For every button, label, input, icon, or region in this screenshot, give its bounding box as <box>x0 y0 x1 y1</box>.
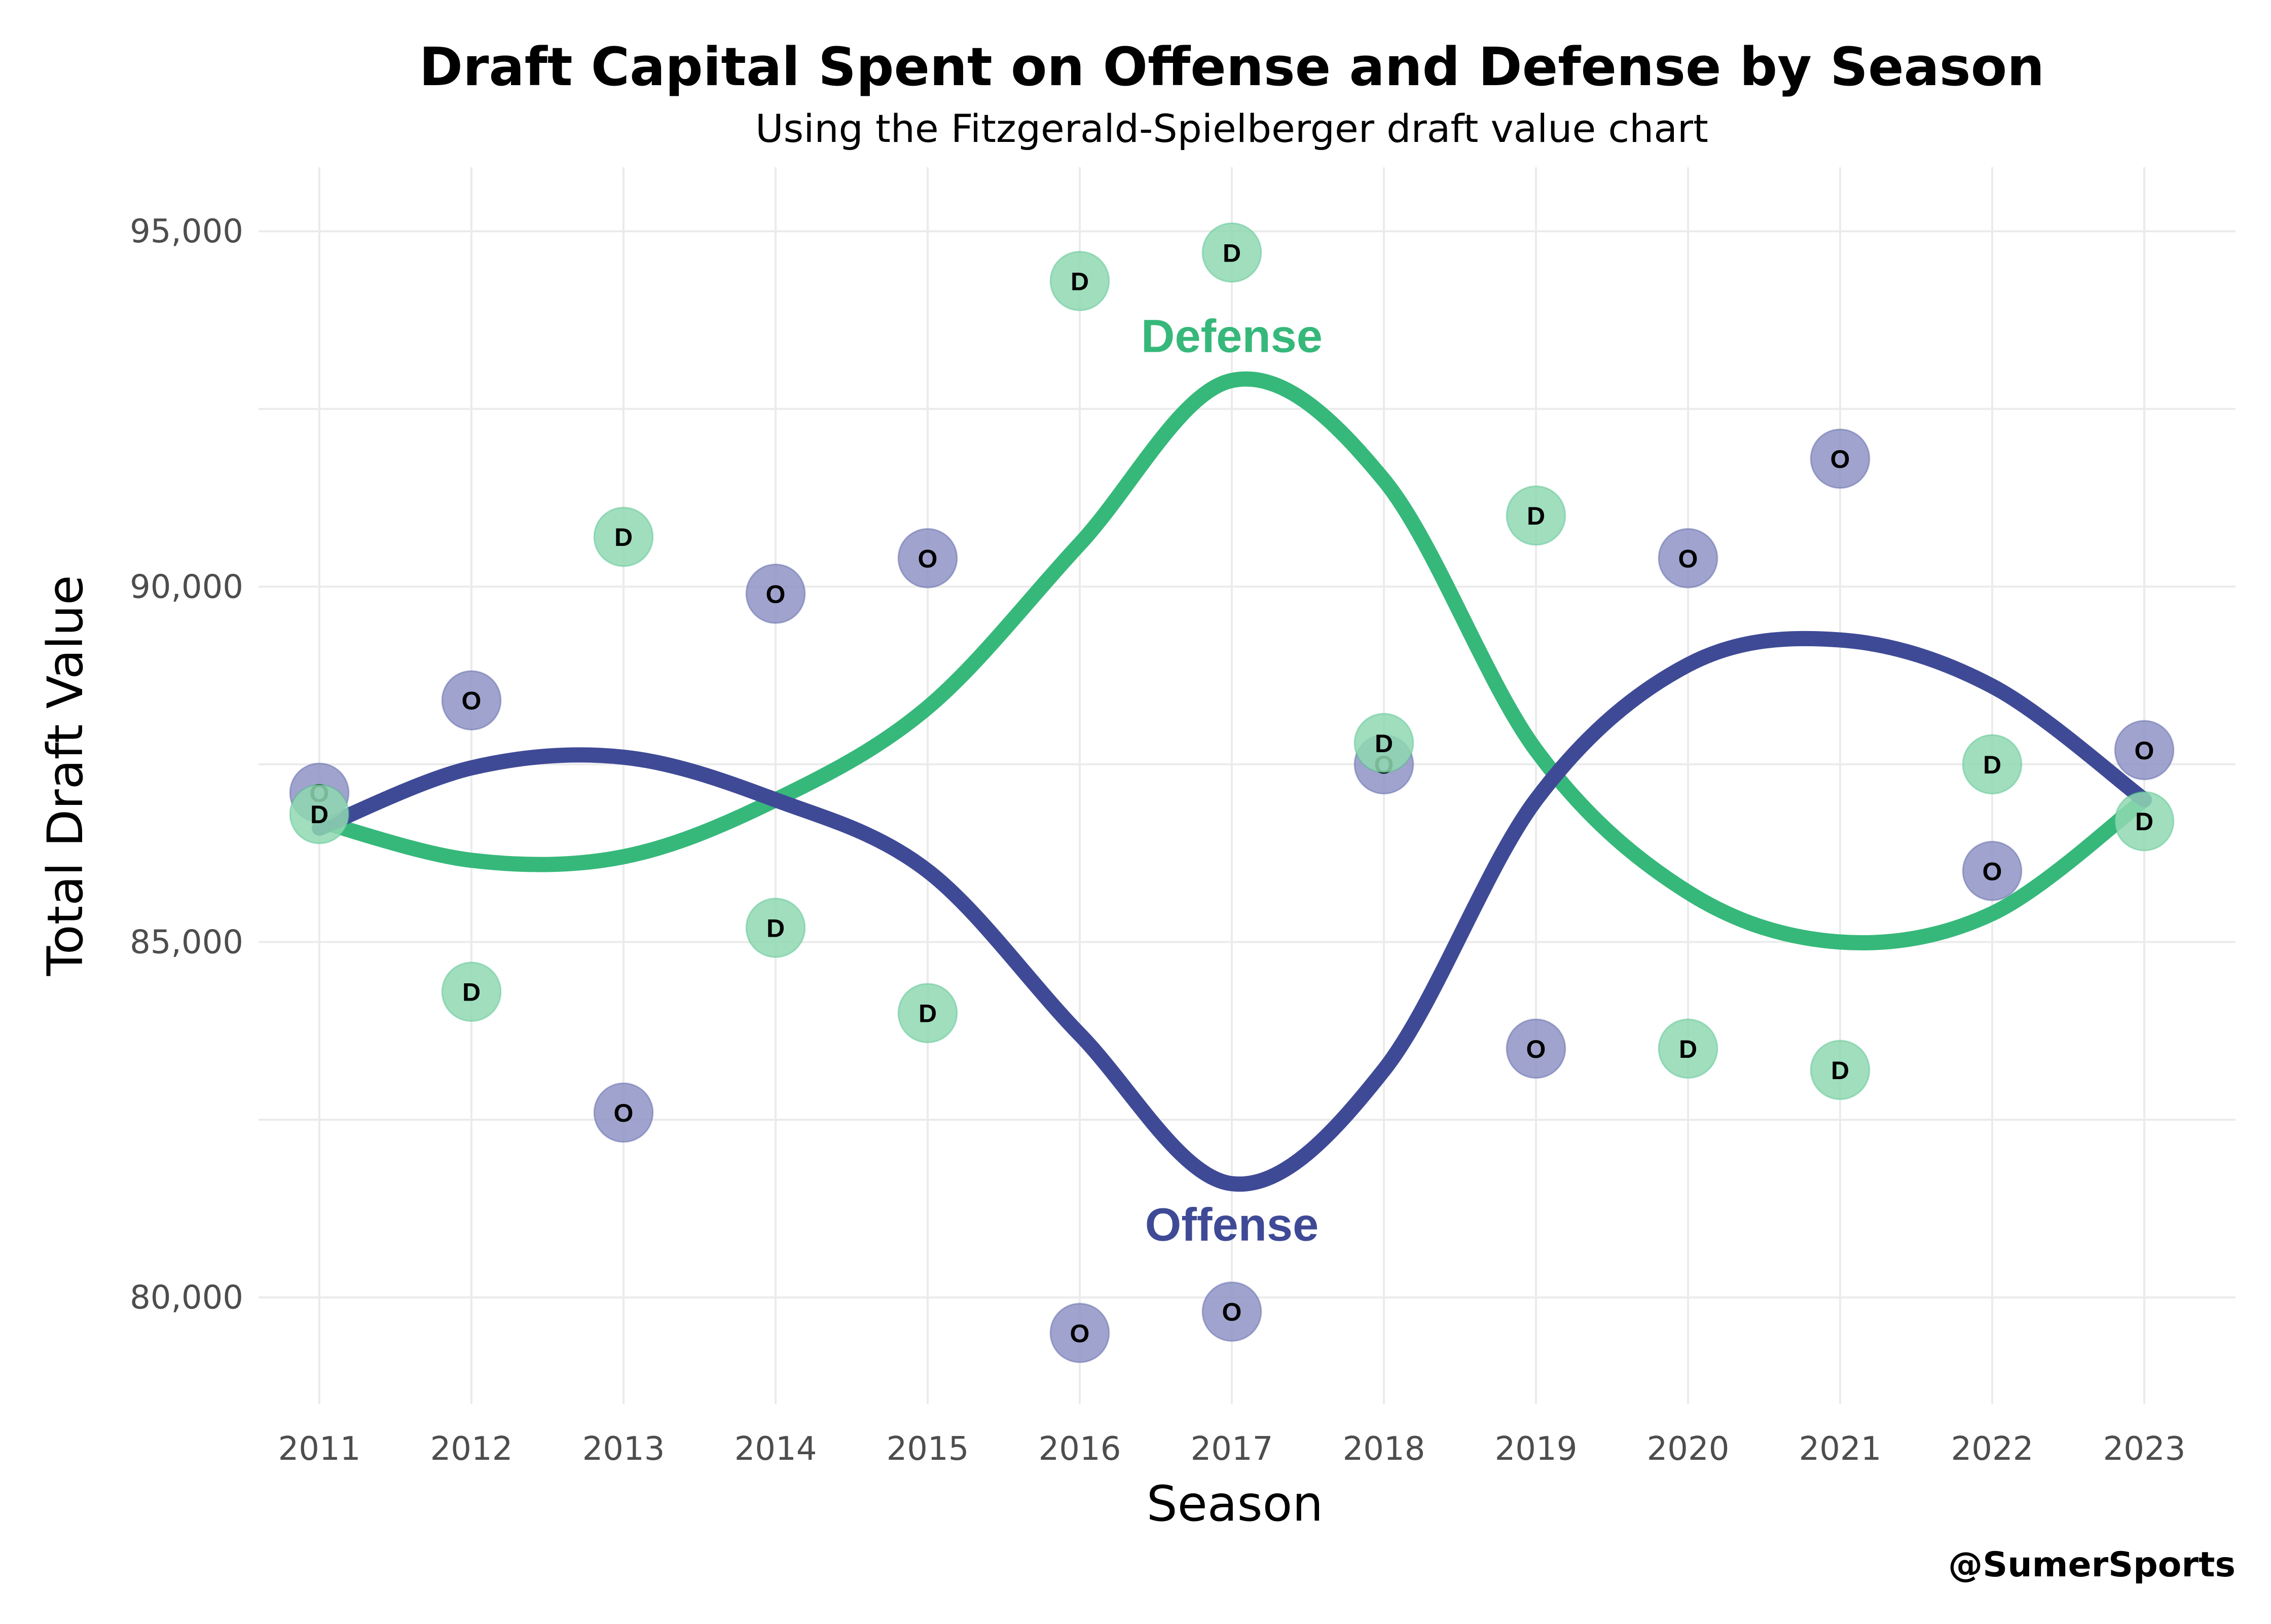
offense-point-label: O <box>1070 1319 1090 1348</box>
offense-point <box>2114 720 2175 781</box>
offense-point <box>1658 528 1718 588</box>
offense-point-label: O <box>1678 544 1698 573</box>
defense-point <box>289 784 350 844</box>
offense-point-label: O <box>2135 736 2154 765</box>
defense-annotation: Defense <box>1141 311 1323 362</box>
offense-point <box>441 670 502 731</box>
grid <box>259 167 2236 1404</box>
defense-point <box>441 962 502 1022</box>
x-tick-label: 2017 <box>1191 1430 1273 1468</box>
offense-point-label: O <box>1526 1035 1546 1063</box>
defense-point <box>1353 713 1414 773</box>
defense-point-label: D <box>2135 807 2153 836</box>
defense-point-label: D <box>919 1000 937 1028</box>
x-tick-label: 2011 <box>278 1430 361 1468</box>
defense-point-label: D <box>1831 1056 1849 1085</box>
defense-point-label: D <box>1679 1035 1697 1063</box>
defense-point-label: D <box>766 914 785 942</box>
axis-ticks: 2011 2012 2013 2014 2015 2016 2017 2018 2019 2020… <box>130 213 2185 1468</box>
y-tick-label: 95,000 <box>130 213 243 250</box>
defense-point-label: D <box>1223 239 1241 267</box>
defense-point <box>2114 791 2175 852</box>
offense-point-label: O <box>766 580 786 608</box>
defense-point-label: D <box>462 978 481 1007</box>
y-tick-label: 80,000 <box>130 1279 243 1317</box>
x-tick-label: 2016 <box>1039 1430 1121 1468</box>
defense-point-label: D <box>1983 751 2001 779</box>
y-axis-label: Total Draft Value <box>37 575 94 977</box>
offense-point <box>593 1082 654 1143</box>
annotations: Defense Offense <box>1141 311 1323 1251</box>
offense-point-label: O <box>1983 857 2002 885</box>
offense-point <box>745 563 806 624</box>
defense-trend-line <box>312 371 2152 951</box>
defense-point-label: D <box>310 800 328 829</box>
offense-point-label: O <box>614 1099 634 1127</box>
x-tick-label: 2018 <box>1343 1430 1425 1468</box>
offense-point-label: O <box>462 687 482 715</box>
offense-point <box>1506 1018 1566 1079</box>
offense-point-label: O <box>1222 1298 1242 1326</box>
defense-point-label: D <box>1375 729 1393 758</box>
defense-point <box>1506 485 1566 546</box>
x-tick-label: 2014 <box>735 1430 817 1468</box>
defense-point <box>1049 250 1110 311</box>
defense-point-label: D <box>614 523 633 551</box>
chart-subtitle: Using the Fitzgerald-Spielberger draft v… <box>755 106 1708 151</box>
x-tick-label: 2022 <box>1951 1430 2034 1468</box>
offense-point <box>1201 1281 1262 1342</box>
caption: @SumerSports <box>1948 1545 2236 1585</box>
offense-trend-line <box>312 631 2152 1192</box>
data-points: OOOOOOOOOOOOODDDDDDDDDDDDD <box>289 222 2175 1363</box>
defense-point <box>1658 1018 1718 1079</box>
defense-point-label: D <box>1071 267 1089 296</box>
offense-point <box>1810 428 1871 489</box>
x-tick-label: 2023 <box>2103 1430 2186 1468</box>
defense-point <box>745 897 806 958</box>
defense-point <box>1962 734 2023 795</box>
defense-point <box>593 506 654 567</box>
offense-point <box>1962 840 2023 901</box>
y-tick-label: 90,000 <box>130 568 243 606</box>
offense-point <box>1049 1303 1110 1363</box>
x-axis-label: Season <box>1147 1475 1323 1532</box>
defense-point <box>1201 222 1262 283</box>
x-tick-label: 2013 <box>582 1430 665 1468</box>
trend-lines <box>312 371 2152 1192</box>
y-tick-label: 85,000 <box>130 924 243 962</box>
offense-point-label: O <box>1830 445 1850 473</box>
offense-point-label: O <box>918 544 938 573</box>
x-tick-label: 2021 <box>1799 1430 1882 1468</box>
defense-point <box>1810 1040 1871 1100</box>
defense-point <box>897 983 958 1044</box>
x-tick-label: 2019 <box>1495 1430 1578 1468</box>
offense-annotation: Offense <box>1145 1199 1319 1250</box>
offense-point <box>897 528 958 588</box>
chart-title: Draft Capital Spent on Offense and Defen… <box>419 36 2044 98</box>
x-tick-label: 2012 <box>430 1430 513 1468</box>
x-tick-label: 2020 <box>1647 1430 1730 1468</box>
defense-point-label: D <box>1527 502 1545 530</box>
x-tick-label: 2015 <box>887 1430 969 1468</box>
